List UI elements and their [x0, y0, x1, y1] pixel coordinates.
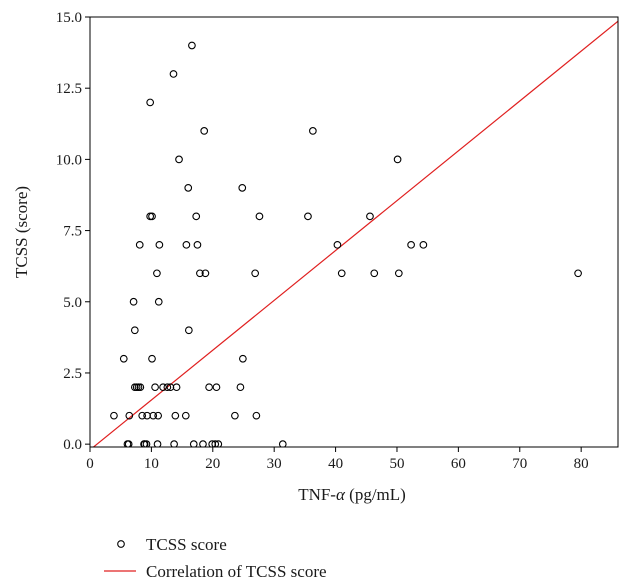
data-point-59 — [255, 212, 264, 221]
x-tick-label-1: 10 — [144, 456, 159, 472]
data-point-43 — [193, 240, 202, 249]
data-point-12 — [138, 411, 147, 420]
data-point-34 — [172, 383, 181, 392]
data-point-28 — [159, 383, 167, 392]
data-point-71 — [574, 269, 582, 278]
y-axis-title: TCSS (score) — [12, 186, 31, 278]
data-point-0 — [110, 411, 118, 420]
x-axis-title: TNF-α (pg/mL) — [298, 485, 406, 504]
data-point-15 — [142, 440, 151, 447]
data-point-32 — [170, 440, 178, 447]
data-point-67 — [393, 155, 402, 164]
legend-label-points: TCSS score — [146, 535, 227, 554]
data-point-63 — [333, 240, 342, 249]
y-tick-label-1: 2.5 — [63, 366, 82, 382]
data-point-64 — [337, 269, 346, 278]
data-point-57 — [251, 269, 260, 278]
data-point-33 — [171, 411, 180, 420]
data-point-5 — [129, 297, 138, 306]
y-tick-label-0: 0.0 — [63, 437, 82, 453]
data-point-31 — [169, 70, 178, 78]
x-axis-title-unit: (pg/mL) — [345, 485, 406, 504]
data-point-6 — [130, 326, 139, 335]
data-point-27 — [155, 240, 164, 249]
data-point-53 — [231, 411, 239, 420]
plot-frame — [89, 16, 619, 448]
data-point-62 — [309, 127, 317, 135]
data-point-36 — [181, 411, 190, 420]
legend-marker-points — [117, 540, 125, 548]
data-point-21 — [149, 411, 158, 420]
data-point-38 — [184, 184, 193, 192]
legend: TCSS score Correlation of TCSS score — [104, 535, 327, 581]
data-point-41 — [189, 440, 198, 447]
y-tick-label-6: 15.0 — [56, 10, 82, 26]
data-point-37 — [182, 240, 191, 249]
data-layer — [92, 20, 618, 447]
data-point-44 — [196, 269, 204, 278]
plot-area — [92, 20, 618, 447]
data-point-61 — [304, 212, 312, 221]
data-point-55 — [238, 184, 247, 192]
data-point-26 — [154, 297, 163, 306]
y-tick-label-2: 5.0 — [63, 295, 82, 311]
data-point-35 — [175, 155, 183, 164]
x-tick-label-7: 70 — [512, 456, 527, 472]
data-point-56 — [239, 354, 247, 363]
data-point-52 — [214, 440, 223, 447]
data-point-42 — [192, 212, 201, 221]
x-tick-label-8: 80 — [574, 456, 589, 472]
data-point-22 — [151, 383, 159, 392]
x-tick-label-5: 50 — [389, 456, 404, 472]
x-tick-label-6: 60 — [451, 456, 466, 472]
data-point-39 — [184, 326, 193, 335]
data-point-51 — [212, 383, 221, 392]
data-point-48 — [205, 383, 213, 392]
data-point-69 — [407, 240, 415, 249]
data-point-65 — [366, 212, 374, 221]
data-point-29 — [163, 383, 172, 392]
x-axis-title-greek: α — [336, 485, 346, 504]
data-point-70 — [419, 240, 428, 249]
data-point-50 — [211, 440, 220, 447]
data-point-24 — [153, 440, 162, 447]
data-point-45 — [199, 440, 207, 447]
data-point-11 — [136, 383, 145, 392]
x-tick-label-2: 20 — [205, 456, 220, 472]
y-tick-label-5: 12.5 — [56, 81, 82, 97]
data-point-17 — [146, 98, 155, 107]
data-point-60 — [278, 440, 287, 447]
regression-line — [92, 20, 618, 447]
data-point-68 — [394, 269, 403, 278]
x-tick-label-4: 40 — [328, 456, 343, 472]
data-point-4 — [125, 411, 134, 420]
data-point-58 — [252, 411, 261, 420]
axes: 0 10 20 30 40 50 60 70 80 0.0 2.5 5.0 7.5 10.0 12.5 15.… — [12, 10, 619, 504]
data-point-23 — [153, 269, 161, 278]
data-point-19 — [148, 212, 156, 221]
data-point-66 — [370, 269, 379, 278]
data-point-3 — [124, 440, 133, 447]
x-axis-title-main: TNF- — [298, 485, 336, 504]
legend-label-line: Correlation of TCSS score — [146, 562, 327, 581]
data-point-10 — [135, 240, 144, 249]
y-tick-label-4: 10.0 — [56, 152, 82, 168]
data-point-25 — [154, 411, 162, 420]
data-point-40 — [188, 41, 196, 50]
data-point-1 — [119, 354, 128, 363]
x-tick-label-3: 30 — [267, 456, 282, 472]
y-tick-label-3: 7.5 — [63, 224, 82, 240]
data-point-47 — [201, 269, 210, 278]
data-point-46 — [200, 127, 209, 135]
data-point-54 — [236, 383, 245, 392]
data-point-20 — [148, 354, 156, 363]
x-tick-label-0: 0 — [86, 456, 94, 472]
